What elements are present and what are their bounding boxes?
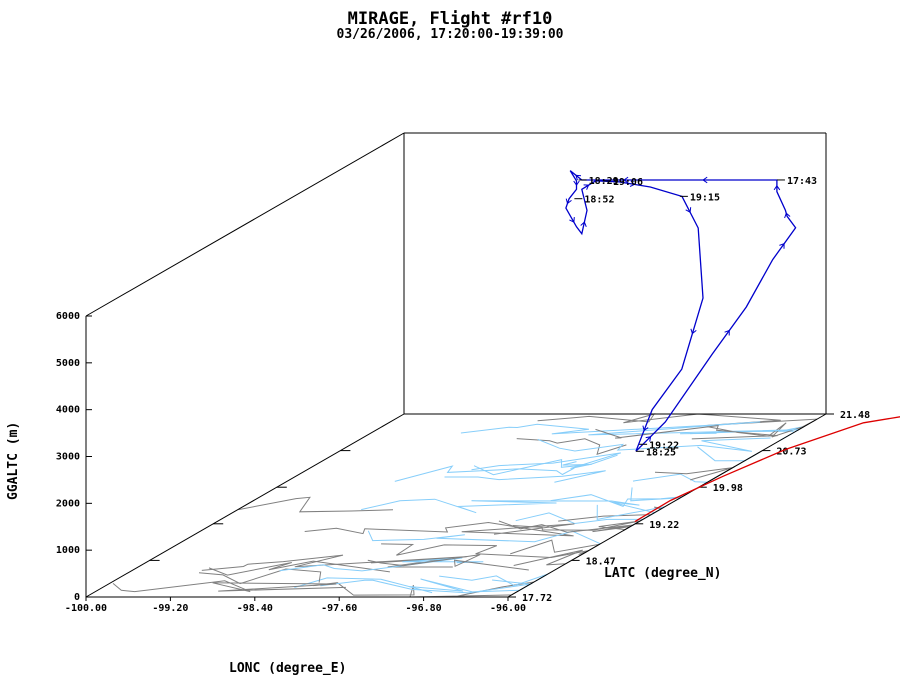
river <box>361 498 655 514</box>
state-border <box>238 496 394 513</box>
state-border <box>537 413 818 426</box>
z-tick-label: 2000 <box>56 498 80 509</box>
y-tick-label: 19.22 <box>649 520 679 531</box>
direction-arrow <box>702 176 708 184</box>
x-tick-label: -98.40 <box>237 603 273 614</box>
state-border <box>313 581 535 598</box>
z-tick-label: 4000 <box>56 405 80 416</box>
time-label: 19:15 <box>690 192 720 203</box>
direction-arrow <box>569 217 575 223</box>
chart-title: MIRAGE, Flight #rf10 <box>347 9 553 29</box>
time-label: 17:43 <box>787 176 817 187</box>
ground-track-line <box>634 416 900 523</box>
state-border <box>512 517 645 531</box>
y-tick-label: 19.98 <box>713 483 743 494</box>
z-tick-label: 3000 <box>56 452 80 463</box>
z-tick-label: 6000 <box>56 311 80 322</box>
river <box>550 494 683 508</box>
flight-track-line <box>565 170 797 452</box>
time-label: 19:22 <box>649 440 679 451</box>
x-tick-label: -96.80 <box>406 603 442 614</box>
river <box>279 557 484 572</box>
y-tick-label: 18.47 <box>586 556 616 567</box>
river <box>294 577 534 594</box>
time-label: 18:52 <box>584 195 614 206</box>
direction-arrow <box>573 180 580 186</box>
z-tick-label: 5000 <box>56 358 80 369</box>
state-border <box>367 554 529 571</box>
x-tick-label: -96.00 <box>490 603 526 614</box>
direction-arrow <box>623 176 629 184</box>
state-border <box>198 568 322 585</box>
direction-arrow <box>773 184 781 191</box>
direction-arrow <box>575 174 582 181</box>
x-axis-label: LONC (degree_E) <box>229 661 347 676</box>
time-label: 18:29 <box>589 176 619 187</box>
ground-track <box>634 416 900 523</box>
direction-arrow <box>779 242 785 249</box>
z-tick-label: 0 <box>74 592 80 603</box>
y-tick-label: 20.73 <box>776 447 806 458</box>
y-tick-label: 17.72 <box>522 593 552 604</box>
direction-arrow <box>565 198 572 205</box>
state-border <box>498 520 634 533</box>
direction-arrow <box>583 184 590 190</box>
state-border <box>201 554 467 571</box>
left-top-edge <box>85 132 405 317</box>
direction-arrow <box>685 207 692 213</box>
direction-arrow <box>690 328 697 335</box>
state-border <box>208 560 390 576</box>
river <box>394 465 575 482</box>
axis-ticks: -100.00 -99.20 -98.40 -97.60 -96.80 -96.0017.… <box>56 311 870 614</box>
state-border <box>595 425 778 440</box>
river <box>367 530 601 545</box>
x-tick-label: -97.60 <box>321 603 357 614</box>
direction-arrow <box>784 212 791 219</box>
direction-arrow <box>629 180 636 187</box>
state-border <box>516 438 627 455</box>
river <box>473 458 592 476</box>
direction-arrow <box>580 221 587 227</box>
state-border <box>112 580 346 593</box>
floor-left-edge <box>85 413 405 598</box>
x-tick-label: -100.00 <box>65 603 107 614</box>
y-axis-line <box>507 413 827 598</box>
direction-arrow <box>642 425 649 432</box>
chart-subtitle: 03/26/2006, 17:20:00-19:39:00 <box>336 27 564 42</box>
y-axis-label: LATC (degree_N) <box>604 566 722 581</box>
time-label: 19:06 <box>613 177 643 188</box>
z-axis-label: GGALTC (m) <box>6 421 21 500</box>
z-tick-label: 1000 <box>56 545 80 556</box>
x-tick-label: -99.20 <box>152 603 188 614</box>
river <box>471 452 621 471</box>
direction-arrow <box>645 436 652 442</box>
river <box>537 437 771 452</box>
state-border <box>304 521 575 537</box>
flight-track <box>565 170 797 452</box>
river <box>444 470 606 483</box>
state-border <box>706 420 815 438</box>
y-tick-label: 21.48 <box>840 410 870 421</box>
time-label: 18:25 <box>646 447 676 458</box>
direction-arrow <box>724 329 730 336</box>
plot-box <box>85 132 827 598</box>
